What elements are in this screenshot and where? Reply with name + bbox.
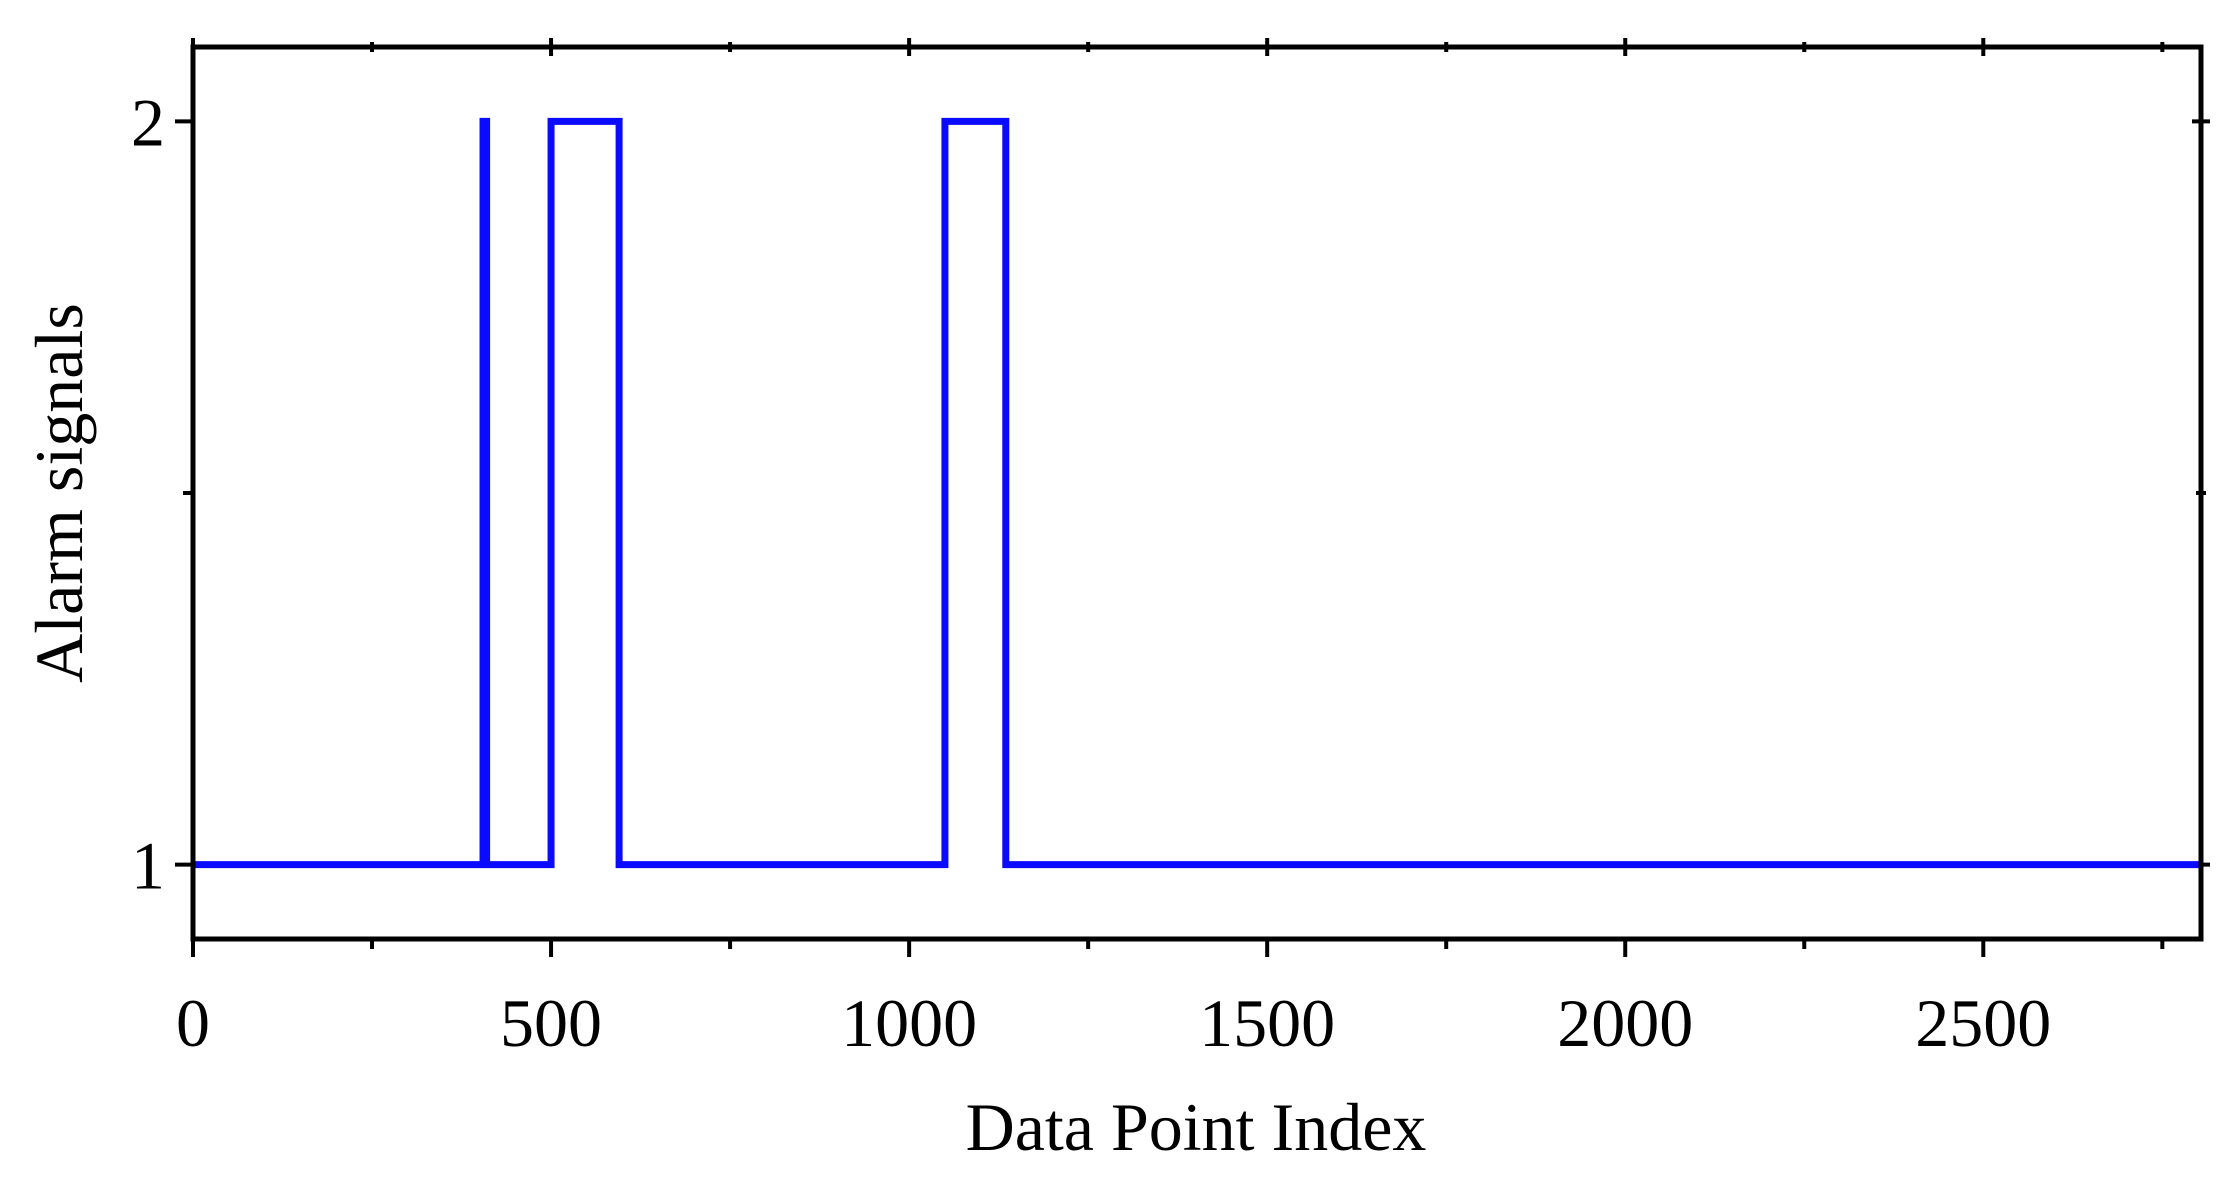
x-tick-label: 2000 [1557, 985, 1693, 1061]
y-axis-label: Alarm signals [21, 303, 97, 683]
x-axis-label: Data Point Index [966, 1089, 1427, 1165]
y-tick-label: 1 [131, 828, 165, 904]
x-tick-label: 0 [176, 985, 210, 1061]
x-tick-label: 2500 [1915, 985, 2051, 1061]
x-tick-label: 1500 [1199, 985, 1335, 1061]
y-tick-label: 2 [131, 84, 165, 160]
data-line [193, 117, 2201, 869]
x-tick-label: 500 [500, 985, 602, 1061]
x-tick-label: 1000 [841, 985, 977, 1061]
plot-frame [190, 44, 2204, 942]
